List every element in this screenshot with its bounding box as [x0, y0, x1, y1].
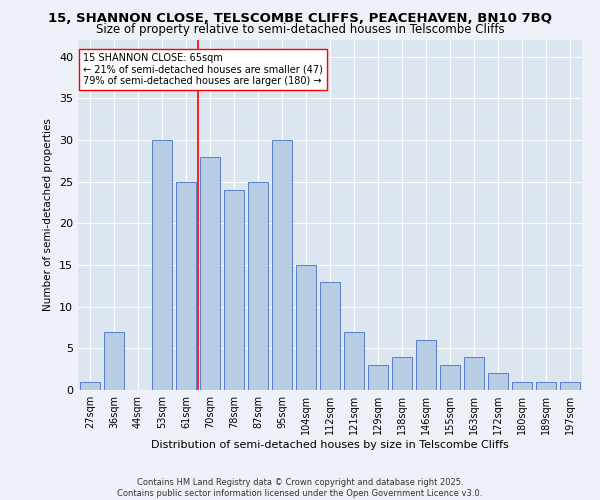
Bar [272, 140, 292, 390]
Bar [176, 182, 196, 390]
Bar [152, 140, 172, 390]
Bar [392, 356, 412, 390]
Bar [344, 332, 364, 390]
Y-axis label: Number of semi-detached properties: Number of semi-detached properties [43, 118, 53, 312]
Bar [200, 156, 220, 390]
Bar [416, 340, 436, 390]
Bar [80, 382, 100, 390]
Bar [368, 365, 388, 390]
Bar [224, 190, 244, 390]
Bar [296, 265, 316, 390]
Text: Size of property relative to semi-detached houses in Telscombe Cliffs: Size of property relative to semi-detach… [95, 22, 505, 36]
Bar [320, 282, 340, 390]
Text: 15 SHANNON CLOSE: 65sqm
← 21% of semi-detached houses are smaller (47)
79% of se: 15 SHANNON CLOSE: 65sqm ← 21% of semi-de… [83, 52, 323, 86]
Bar [536, 382, 556, 390]
X-axis label: Distribution of semi-detached houses by size in Telscombe Cliffs: Distribution of semi-detached houses by … [151, 440, 509, 450]
Text: 15, SHANNON CLOSE, TELSCOMBE CLIFFS, PEACEHAVEN, BN10 7BQ: 15, SHANNON CLOSE, TELSCOMBE CLIFFS, PEA… [48, 12, 552, 26]
Bar [464, 356, 484, 390]
Bar [488, 374, 508, 390]
Text: Contains HM Land Registry data © Crown copyright and database right 2025.
Contai: Contains HM Land Registry data © Crown c… [118, 478, 482, 498]
Bar [104, 332, 124, 390]
Bar [512, 382, 532, 390]
Bar [248, 182, 268, 390]
Bar [440, 365, 460, 390]
Bar [560, 382, 580, 390]
